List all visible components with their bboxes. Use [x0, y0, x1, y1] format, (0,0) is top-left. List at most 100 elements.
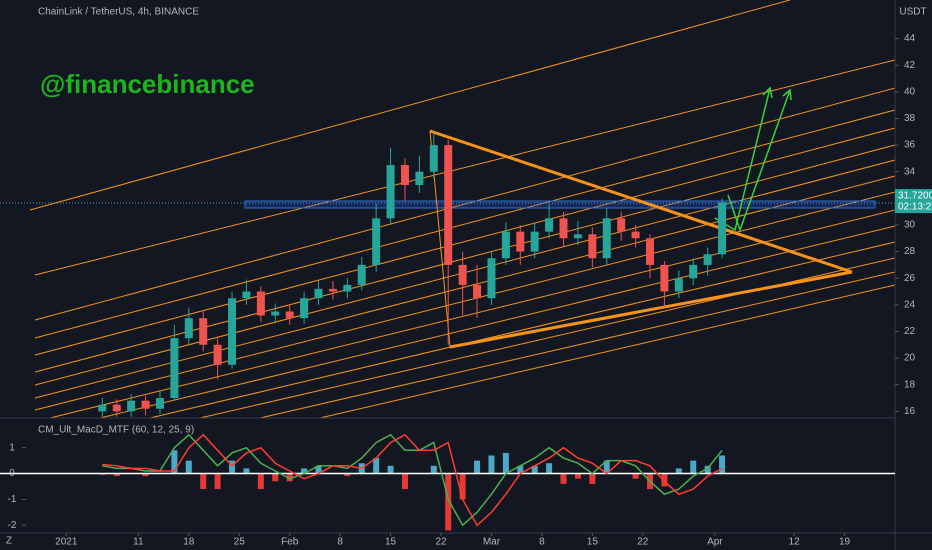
histogram-bar — [286, 473, 293, 482]
histogram-bar — [603, 460, 610, 474]
x-tick-label: 12 — [789, 537, 801, 548]
candle-body — [458, 264, 467, 285]
y-tick-label: -2 — [8, 520, 17, 531]
candle-body — [213, 344, 222, 365]
x-tick-label: 22 — [637, 537, 649, 548]
histogram-bar — [574, 473, 581, 479]
histogram-bar — [315, 465, 322, 474]
histogram-bar — [719, 455, 726, 474]
candle-body — [689, 264, 698, 279]
histogram-bar — [344, 473, 351, 477]
y-tick-label: 44 — [904, 33, 916, 44]
histogram-bar — [243, 468, 250, 474]
candle-body — [155, 398, 164, 409]
histogram-bar — [546, 463, 553, 474]
candle-body — [545, 218, 554, 232]
last-price-label: 31.7200 — [898, 191, 932, 202]
histogram-bar — [257, 473, 264, 490]
candle-body — [444, 145, 453, 265]
candle-body — [718, 202, 727, 255]
x-tick-label: 11 — [133, 537, 144, 548]
candle-body — [674, 278, 683, 292]
histogram-bar — [690, 460, 697, 474]
histogram-bar — [301, 468, 308, 474]
candle-body — [530, 231, 539, 252]
y-tick-label: -1 — [8, 494, 17, 505]
candle-body — [242, 291, 251, 299]
candle-body — [314, 288, 323, 299]
candle-body — [357, 264, 366, 285]
histogram-bar — [517, 465, 524, 474]
histogram-bar — [445, 473, 452, 531]
candle-body — [127, 400, 136, 412]
y-tick-label: 34 — [904, 166, 916, 177]
y-tick-label: 28 — [904, 246, 916, 257]
histogram-bar — [214, 473, 221, 490]
histogram-bar — [488, 455, 495, 474]
candle-body — [184, 318, 193, 339]
x-tick-label: 19 — [839, 537, 851, 548]
y-tick-label: 22 — [904, 326, 916, 337]
histogram-bar — [531, 465, 538, 474]
histogram-bar — [387, 465, 394, 474]
x-tick-label: 8 — [539, 537, 545, 548]
candle-body — [300, 298, 309, 319]
histogram-bar — [661, 473, 668, 487]
histogram-bar — [474, 460, 481, 474]
y-tick-label: 42 — [904, 60, 916, 71]
candle-body — [501, 231, 510, 259]
candle-body — [228, 298, 237, 365]
y-tick-label: 26 — [904, 273, 916, 284]
histogram-bar — [459, 473, 466, 500]
candle-body — [400, 165, 409, 186]
candle-body — [141, 400, 150, 409]
y-tick-label: 18 — [904, 379, 916, 390]
histogram-bar — [142, 473, 149, 477]
histogram-bar — [229, 460, 236, 474]
histogram-bar — [502, 452, 509, 474]
x-tick-label: 15 — [587, 537, 599, 548]
y-tick-label: 24 — [904, 299, 916, 310]
y-tick-label: 16 — [904, 406, 916, 417]
histogram-bar — [113, 473, 120, 477]
y-tick-label: 38 — [904, 113, 916, 124]
countdown: 02:13:27 — [898, 202, 932, 213]
y-tick-label: 20 — [904, 353, 916, 364]
x-tick-label: 22 — [435, 537, 447, 548]
histogram-bar — [632, 473, 639, 479]
corner-icon: Z — [6, 536, 12, 547]
currency-label: USDT — [899, 7, 926, 18]
candle-body — [660, 264, 669, 292]
macd-line — [102, 433, 723, 527]
macd-line — [102, 433, 723, 527]
resistance-zone — [244, 200, 876, 209]
candle-body — [602, 218, 611, 259]
histogram-bar — [200, 473, 207, 490]
candle-body — [112, 404, 121, 412]
histogram-bar — [272, 473, 279, 482]
y-tick-label: 40 — [904, 86, 916, 97]
candle-body — [98, 404, 107, 412]
chart-title: ChainLink / TetherUS, 4h, BINANCE — [38, 7, 199, 18]
candle-body — [487, 258, 496, 299]
histogram-bar — [589, 473, 596, 484]
histogram-bar — [704, 465, 711, 474]
candle-body — [343, 284, 352, 292]
watermark: @financebinance — [40, 69, 255, 99]
candle-body — [516, 231, 525, 252]
histogram-bar — [430, 465, 437, 474]
candle-body — [645, 238, 654, 265]
histogram-bar — [185, 460, 192, 474]
histogram-bar — [560, 473, 567, 484]
x-tick-label: Mar — [483, 537, 501, 548]
candle-body — [573, 234, 582, 239]
histogram-bar — [401, 473, 408, 490]
candle-body — [617, 218, 626, 232]
candle-body — [285, 311, 294, 319]
candle-body — [559, 218, 568, 239]
candle-body — [703, 254, 712, 265]
candle-body — [588, 234, 597, 259]
histogram-bar — [373, 458, 380, 474]
x-tick-label: Apr — [707, 537, 723, 548]
candle-body — [170, 338, 179, 399]
